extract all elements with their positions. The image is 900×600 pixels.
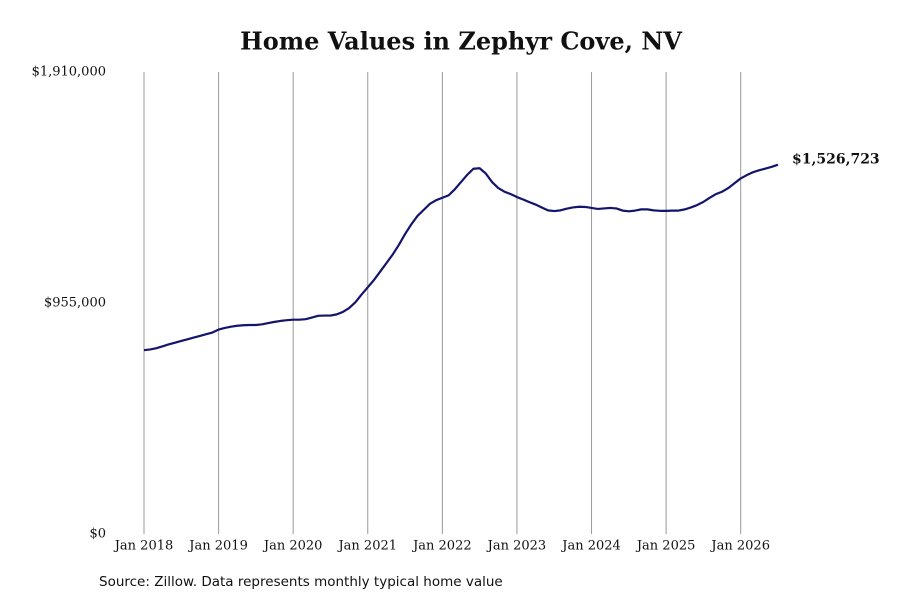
y-tick-label: $1,910,000 [32,65,106,80]
x-tick-label: Jan 2022 [411,539,472,554]
x-tick-label: Jan 2026 [709,539,770,554]
x-tick-label: Jan 2018 [113,539,174,554]
y-tick-label: $0 [89,527,106,542]
x-tick-label: Jan 2021 [336,539,397,554]
source-note: Source: Zillow. Data represents monthly … [99,574,503,590]
y-tick-label: $955,000 [44,296,106,311]
end-value-label: $1,526,723 [792,152,880,168]
x-tick-label: Jan 2023 [486,539,547,554]
chart-title: Home Values in Zephyr Cove, NV [240,27,682,56]
x-tick-label: Jan 2020 [262,539,323,554]
x-tick-label: Jan 2024 [560,539,621,554]
line-series [143,163,779,352]
x-tick-label: Jan 2025 [635,539,696,554]
x-tick-label: Jan 2019 [187,539,248,554]
